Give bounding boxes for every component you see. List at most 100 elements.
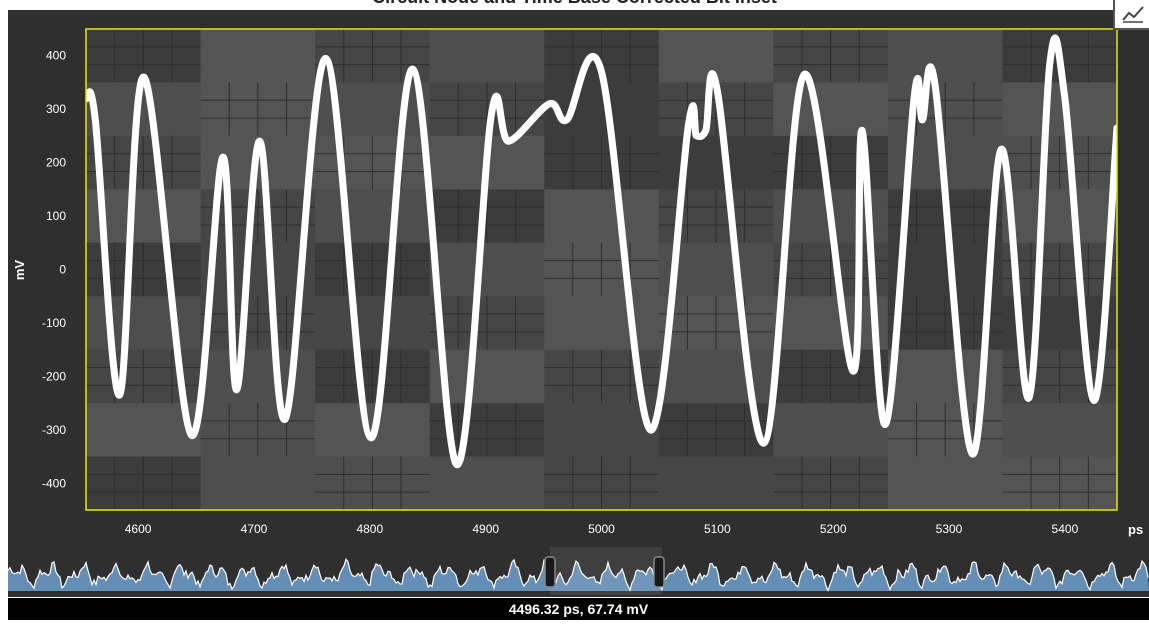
waveform-chart[interactable]: 400 300 200 100 0 -100 -200 -300 -400 4600 4700 48… [0, 0, 1149, 545]
trace-point [507, 140, 510, 143]
trace-point [548, 102, 551, 105]
grid-cell [887, 456, 1003, 511]
x-tick-label: 4800 [356, 522, 383, 536]
chart-icon [1122, 6, 1144, 23]
trace-point [1092, 399, 1095, 402]
trace-point [716, 89, 719, 92]
grid-cell [773, 296, 889, 351]
y-axis-ticks: 400 300 200 100 0 -100 -200 -300 -400 [42, 49, 66, 491]
grid-cell [200, 349, 316, 404]
x-tick-label: 5000 [588, 522, 615, 536]
grid-cell [429, 456, 545, 511]
grid-cell [773, 82, 889, 137]
x-axis-label: ps [1128, 522, 1143, 537]
grid-cell [887, 29, 1003, 83]
trace-point [258, 140, 261, 143]
y-axis-label: mV [12, 260, 27, 281]
grid-cell [658, 456, 774, 511]
trace-point [649, 428, 652, 431]
trace-point [1028, 396, 1030, 399]
overview-line [8, 558, 1149, 593]
grid-cell [429, 29, 545, 83]
overview-visible-range[interactable] [550, 547, 662, 595]
grid-cell [773, 403, 889, 458]
trace-point [861, 129, 864, 132]
y-tick-label: -200 [42, 369, 66, 383]
grid-cell [658, 349, 774, 404]
trace-point [934, 84, 937, 87]
trace-point [851, 370, 854, 372]
grid-cell [315, 296, 431, 351]
trace-point [803, 73, 806, 76]
trace-point [490, 113, 493, 116]
grid-cell [315, 189, 431, 244]
grid-layer [86, 29, 1118, 511]
trace-point [1048, 62, 1051, 65]
x-tick-label: 5200 [820, 522, 847, 536]
grid-cell [544, 296, 660, 351]
grid-cell [1002, 189, 1118, 244]
grid-cell [1002, 403, 1118, 458]
trace-point [235, 388, 238, 391]
x-tick-label: 4700 [241, 522, 268, 536]
trace-point [190, 434, 193, 437]
y-tick-label: 200 [46, 156, 66, 170]
trace-point [370, 436, 372, 439]
plot-border [85, 28, 1118, 511]
x-tick-label: 4900 [472, 522, 499, 536]
trace-point [284, 418, 287, 421]
trace-point [324, 57, 327, 60]
trace-point [884, 423, 887, 426]
trace-point [687, 124, 690, 127]
title-strip: Circuit Node and Time Base Corrected Bit… [0, 0, 1149, 10]
y-tick-label: 0 [59, 263, 66, 277]
y-tick-label: 400 [46, 49, 66, 63]
grid-cell [887, 242, 1003, 297]
x-tick-label: 5100 [704, 522, 731, 536]
y-tick-label: 300 [46, 102, 66, 116]
y-tick-label: -300 [42, 423, 66, 437]
scroll-handle-right[interactable] [653, 556, 665, 588]
y-tick-label: -100 [42, 316, 66, 330]
overview-navigator[interactable] [8, 545, 1149, 597]
grid-cell [200, 456, 316, 511]
trace-point [913, 94, 916, 97]
cursor-readout: 4496.32 ps, 67.74 mV [8, 598, 1149, 620]
grid-cell [200, 29, 316, 83]
trace-point [221, 156, 224, 159]
trace-point [118, 394, 121, 397]
trace-point [600, 70, 603, 73]
grid-cell [429, 242, 545, 297]
window-title: Circuit Node and Time Base Corrected Bit… [0, 0, 1149, 8]
grid-cell [1002, 82, 1118, 137]
trace-point [971, 452, 974, 455]
x-tick-label: 5400 [1052, 522, 1079, 536]
trace-point [1000, 148, 1003, 151]
grid-cell [544, 82, 660, 137]
scroll-handle-left[interactable] [544, 556, 556, 588]
trace-layer [86, 34, 1117, 469]
x-tick-label: 4600 [125, 522, 152, 536]
y-tick-label: -400 [42, 476, 66, 490]
trace-point [921, 118, 924, 121]
trace-point [94, 118, 97, 121]
trace-point [411, 68, 414, 71]
trace-point [762, 442, 765, 445]
chart-options-button[interactable] [1113, 0, 1149, 30]
grid-cell [544, 403, 660, 458]
trace-point [704, 129, 707, 132]
trace-point [142, 76, 145, 79]
trace-point [565, 118, 568, 121]
trace-point [1063, 97, 1066, 100]
grid-cell [86, 296, 202, 351]
grid-cell [658, 135, 774, 190]
grid-cell [544, 189, 660, 244]
grid-cell [86, 403, 202, 458]
trace-point [455, 463, 458, 466]
trace-point [695, 134, 698, 137]
grid-cell [86, 82, 202, 137]
overview-trace [8, 558, 1149, 593]
x-axis-ticks: 4600 4700 4800 4900 5000 5100 5200 5300 5400 [125, 522, 1079, 536]
x-tick-label: 5300 [936, 522, 963, 536]
